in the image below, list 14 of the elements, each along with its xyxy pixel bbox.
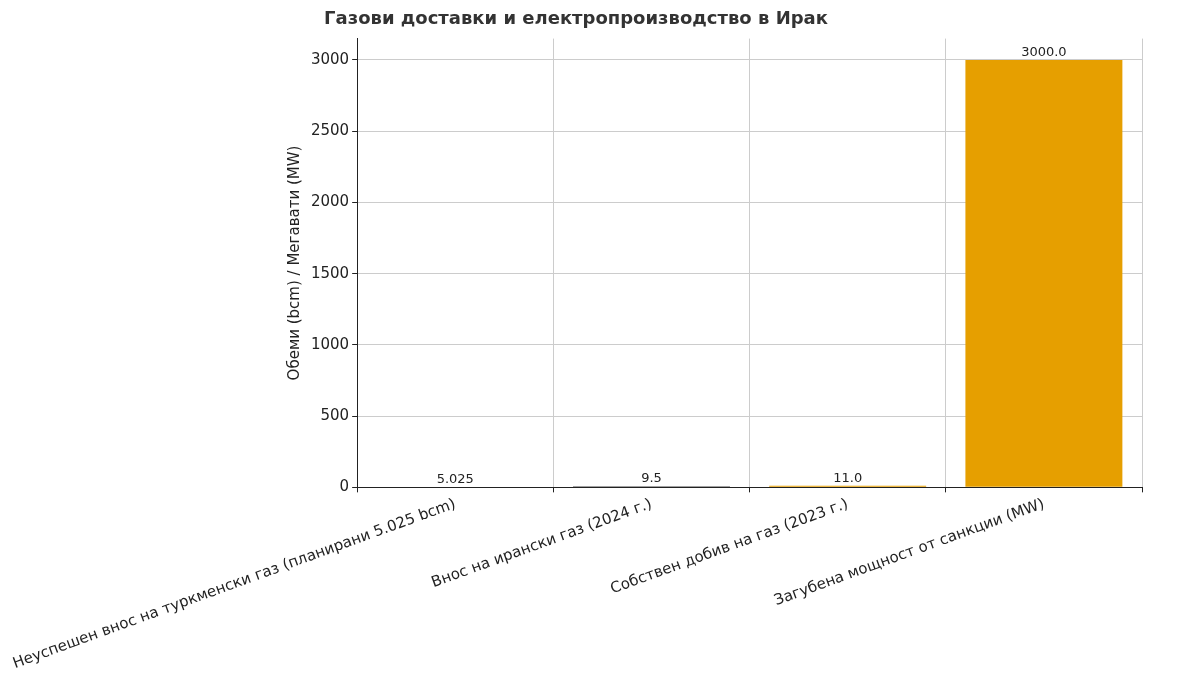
y-tick-label: 3000 — [310, 49, 350, 68]
y-tick-label: 1000 — [310, 334, 350, 353]
y-axis-title: Обеми (bcm) / Мегавати (MW) — [284, 145, 303, 381]
bar — [965, 59, 1123, 487]
data-label: 3000.0 — [1021, 43, 1067, 59]
chart-title: Газови доставки и електропроизводство в Ирак — [324, 7, 828, 29]
y-tick-label: 2500 — [310, 121, 350, 140]
y-tick-label: 0 — [339, 477, 350, 496]
data-label: 5.025 — [436, 470, 474, 486]
y-tick-label: 2000 — [310, 192, 350, 211]
data-label: 9.5 — [641, 469, 662, 485]
y-tick-label: 1500 — [310, 263, 350, 282]
y-tick-label: 500 — [320, 406, 350, 425]
data-label: 11.0 — [833, 469, 863, 485]
